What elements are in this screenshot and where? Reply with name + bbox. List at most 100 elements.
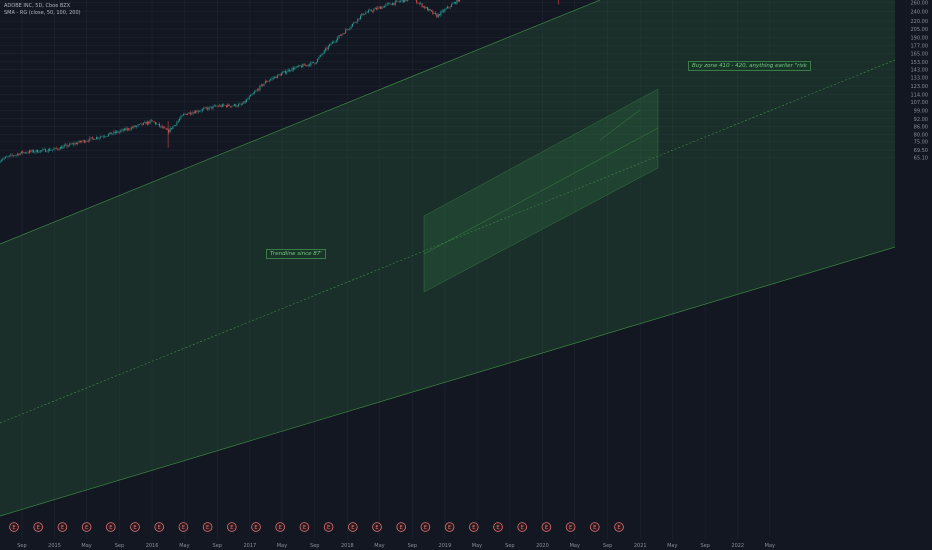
time-axis[interactable]: May Sep 2015 May Sep 2016 May Sep 2017 May Sep 2018… — [0, 539, 932, 550]
candle-body — [275, 76, 277, 79]
candle-body — [329, 43, 331, 47]
earnings-event-marker[interactable]: E — [251, 522, 261, 532]
candle-body — [368, 10, 369, 13]
event-marker-label: E — [182, 525, 185, 531]
candle-body — [171, 128, 172, 129]
earnings-event-marker[interactable]: E — [154, 522, 165, 532]
candle-body — [0, 160, 2, 162]
candle-body — [280, 73, 282, 76]
candle-body — [307, 64, 309, 66]
price-tick-label: 220.00 — [911, 19, 929, 25]
candle-body — [92, 137, 93, 139]
earnings-event-marker[interactable]: E — [299, 522, 310, 532]
earnings-event-marker[interactable]: E — [130, 522, 140, 532]
candle-body — [258, 89, 260, 91]
candle-body — [355, 21, 357, 23]
earnings-event-marker[interactable]: E — [57, 522, 68, 532]
candle-body — [185, 113, 187, 115]
event-marker-label: E — [85, 525, 88, 531]
earnings-event-marker[interactable]: E — [468, 522, 479, 532]
price-axis[interactable]: 740.00680.00620.00580.00540.00500.00460.… — [895, 0, 932, 550]
event-marker-label: E — [448, 525, 451, 531]
candle-body — [77, 142, 79, 145]
candle-body — [405, 0, 407, 1]
candle-body — [38, 152, 40, 153]
earnings-event-marker[interactable]: E — [517, 522, 527, 532]
candle-body — [457, 0, 459, 2]
earnings-event-marker[interactable]: E — [202, 522, 213, 532]
earnings-event-marker[interactable]: E — [227, 522, 237, 532]
candle-body — [455, 2, 457, 4]
time-tick-label: Sep — [505, 543, 514, 549]
candle-body — [250, 94, 252, 97]
price-tick-label: 153.00 — [911, 60, 929, 66]
candle-body — [452, 3, 454, 5]
earnings-event-marker[interactable]: E — [589, 522, 600, 532]
candle-body — [322, 53, 324, 55]
candle-body — [272, 77, 274, 79]
candle-body — [459, 0, 461, 2]
candle-body — [380, 6, 382, 9]
candle-body — [191, 113, 193, 115]
candle-body — [156, 123, 158, 125]
candle-body — [217, 106, 219, 107]
candle-body — [200, 110, 202, 112]
candle-body — [6, 156, 8, 158]
price-tick-label: 165.00 — [911, 51, 929, 57]
candle-body — [41, 150, 42, 151]
price-tick-label: 177.00 — [911, 43, 929, 49]
candle-body — [256, 89, 258, 91]
earnings-event-marker[interactable]: E — [444, 522, 455, 532]
price-tick-label: 69.50 — [914, 148, 928, 154]
buy-zone-annotation[interactable]: Buy zone 410 - 420, anything earlier "ri… — [688, 61, 811, 71]
candle-body — [392, 3, 394, 6]
candle-body — [130, 127, 132, 130]
indicator-legend[interactable]: SMA - RG (close, 50, 100, 200) — [4, 10, 81, 16]
candle-body — [141, 123, 143, 125]
candle-body — [334, 41, 336, 43]
time-tick-label: May — [277, 543, 287, 549]
earnings-event-marker[interactable]: E — [275, 522, 286, 532]
earnings-event-marker[interactable]: E — [9, 522, 19, 532]
candle-body — [279, 74, 281, 76]
time-tick-label: 2020 — [536, 543, 549, 549]
candle-body — [342, 33, 344, 35]
candle-body — [27, 152, 29, 154]
earnings-event-marker[interactable]: E — [81, 522, 92, 532]
candle-body — [437, 14, 439, 18]
earnings-event-marker[interactable]: E — [493, 522, 503, 532]
earnings-event-marker[interactable]: E — [106, 522, 116, 532]
candle-body — [199, 110, 201, 112]
time-tick-label: 2019 — [439, 543, 452, 549]
earnings-event-marker[interactable]: E — [372, 522, 382, 532]
earnings-event-marker[interactable]: E — [178, 522, 189, 532]
time-tick-label: Sep — [213, 543, 222, 549]
earnings-event-marker[interactable]: E — [541, 522, 552, 532]
candle-body — [113, 131, 115, 134]
candle-body — [98, 137, 100, 139]
time-tick-label: May — [81, 543, 91, 549]
candle-body — [274, 76, 276, 78]
earnings-event-marker[interactable]: E — [614, 522, 624, 532]
trendline-annotation[interactable]: Trendline since 87' — [266, 249, 326, 259]
candle-body — [311, 62, 313, 63]
candle-body — [104, 136, 105, 138]
candle-body — [12, 155, 14, 156]
earnings-event-marker[interactable]: E — [347, 522, 358, 532]
candle-body — [243, 101, 245, 104]
earnings-event-marker[interactable]: E — [565, 522, 576, 532]
earnings-event-marker[interactable]: E — [420, 522, 431, 532]
candle-body — [55, 147, 57, 149]
earnings-event-marker[interactable]: E — [33, 522, 43, 532]
candle-body — [78, 140, 80, 143]
symbol-title[interactable]: ADOBE INC, 5D, Cboe BZX — [4, 3, 71, 9]
candle-body — [125, 128, 127, 131]
candle-body — [16, 153, 18, 155]
time-tick-label: Sep — [408, 543, 417, 549]
event-marker-label: E — [303, 525, 306, 531]
candle-body — [59, 146, 61, 150]
earnings-event-marker[interactable]: E — [323, 522, 334, 532]
earnings-event-marker[interactable]: E — [396, 522, 407, 532]
